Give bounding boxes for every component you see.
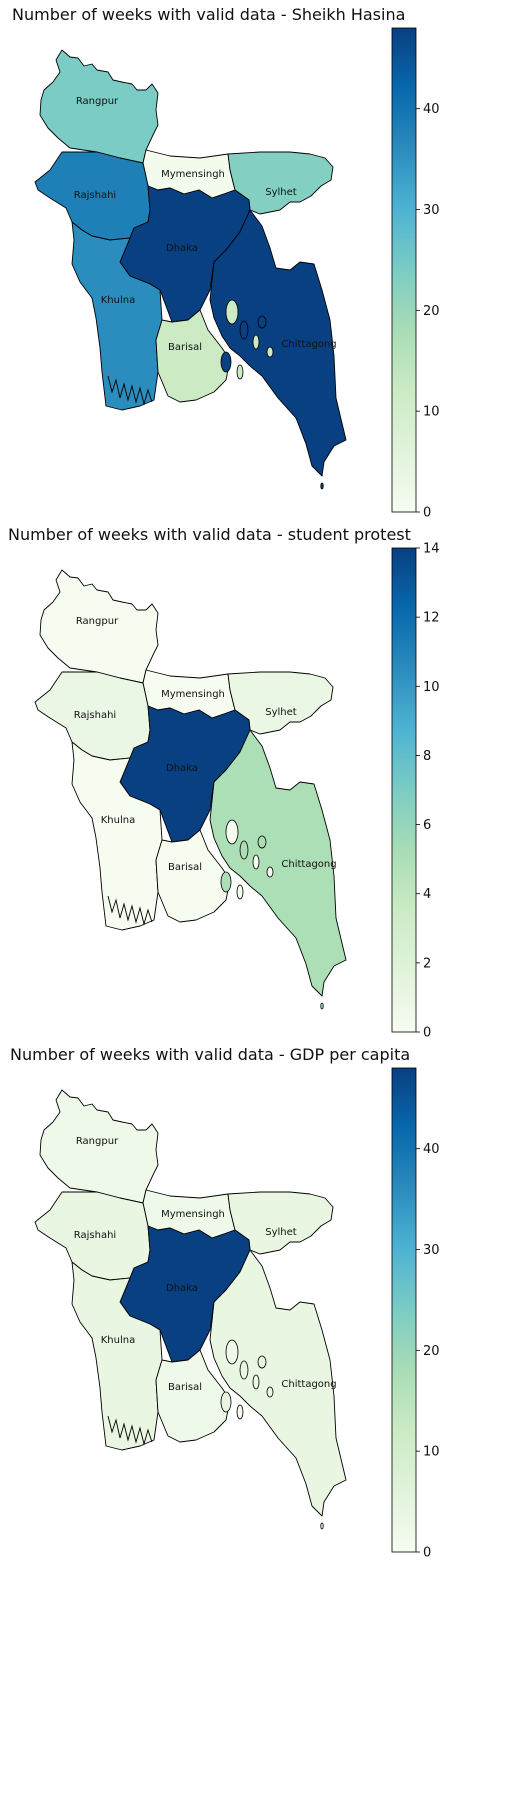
- region-label-sylhet: Sylhet: [265, 187, 297, 198]
- colorbar-tick-label: 0: [423, 1026, 431, 1041]
- region-label-barisal: Barisal: [168, 862, 202, 873]
- region-label-rajshahi: Rajshahi: [74, 710, 116, 721]
- region-label-dhaka: Dhaka: [166, 763, 198, 774]
- region-label-rangpur: Rangpur: [76, 1136, 119, 1147]
- colorbar-tick-label: 12: [423, 611, 440, 626]
- region-khulna[interactable]: [71, 741, 163, 931]
- colorbar-tick-label: 40: [423, 102, 440, 117]
- colorbar-tick-label: 6: [423, 818, 431, 833]
- colorbar-tick-label: 30: [423, 203, 440, 218]
- region-label-khulna: Khulna: [101, 815, 135, 826]
- island-shape: [220, 351, 232, 373]
- colorbar-tick-label: 0: [423, 506, 431, 521]
- island-shape: [239, 320, 249, 340]
- colorbar: [391, 1067, 417, 1553]
- region-label-dhaka: Dhaka: [166, 1283, 198, 1294]
- region-label-rangpur: Rangpur: [76, 96, 119, 107]
- island-shape: [239, 840, 249, 860]
- island-shape: [252, 854, 260, 870]
- island-shape: [236, 884, 244, 900]
- colorbar-tick-label: 8: [423, 749, 431, 764]
- region-barisal[interactable]: [155, 309, 231, 403]
- colorbar-tick-label: 30: [423, 1243, 440, 1258]
- map-panel-3: Number of weeks with valid data - GDP pe…: [10, 1045, 440, 1561]
- region-label-sylhet: Sylhet: [265, 1227, 297, 1238]
- colorbar-tick-label: 20: [423, 1344, 440, 1359]
- coastline-detail: [107, 895, 153, 926]
- region-chittagong[interactable]: [209, 1249, 347, 1517]
- colorbar-tick-label: 0: [423, 1546, 431, 1561]
- island-shape: [252, 334, 260, 350]
- region-label-khulna: Khulna: [101, 1335, 135, 1346]
- region-label-rajshahi: Rajshahi: [74, 190, 116, 201]
- region-rangpur[interactable]: [39, 569, 159, 684]
- island-shape: [236, 364, 244, 380]
- colorbar-tick-label: 20: [423, 304, 440, 319]
- region-label-rangpur: Rangpur: [76, 616, 119, 627]
- region-label-barisal: Barisal: [168, 342, 202, 353]
- colorbar-tick-label: 2: [423, 956, 431, 971]
- region-khulna[interactable]: [71, 221, 163, 411]
- region-label-khulna: Khulna: [101, 295, 135, 306]
- panel-title: Number of weeks with valid data - Sheikh…: [12, 5, 405, 24]
- island-shape: [257, 835, 267, 849]
- colorbar-tick-label: 10: [423, 1445, 440, 1460]
- colorbar: [391, 27, 417, 513]
- region-barisal[interactable]: [155, 1349, 231, 1443]
- region-chittagong[interactable]: [209, 209, 347, 477]
- colorbar-tick-label: 10: [423, 405, 440, 420]
- region-chittagong[interactable]: [209, 729, 347, 997]
- island-shape: [320, 1522, 324, 1530]
- island-shape: [225, 299, 239, 325]
- island-shape: [257, 1355, 267, 1369]
- region-label-rajshahi: Rajshahi: [74, 1230, 116, 1241]
- region-label-dhaka: Dhaka: [166, 243, 198, 254]
- island-shape: [239, 1360, 249, 1380]
- island-shape: [320, 482, 324, 490]
- region-label-chittagong: Chittagong: [281, 339, 336, 350]
- map-panel-2: Number of weeks with valid data - studen…: [8, 525, 440, 1041]
- island-shape: [320, 1002, 324, 1010]
- panel-title: Number of weeks with valid data - GDP pe…: [10, 1045, 410, 1064]
- colorbar: [391, 547, 417, 1033]
- island-shape: [236, 1404, 244, 1420]
- island-shape: [266, 1386, 274, 1398]
- island-shape: [257, 315, 267, 329]
- coastline-detail: [107, 1415, 153, 1446]
- region-label-mymensingh: Mymensingh: [161, 1209, 225, 1220]
- region-label-chittagong: Chittagong: [281, 1379, 336, 1390]
- region-label-chittagong: Chittagong: [281, 859, 336, 870]
- island-shape: [220, 871, 232, 893]
- colorbar-tick-label: 10: [423, 680, 440, 695]
- colorbar-tick-label: 40: [423, 1142, 440, 1157]
- coastline-detail: [107, 375, 153, 406]
- region-rangpur[interactable]: [39, 49, 159, 164]
- region-label-mymensingh: Mymensingh: [161, 689, 225, 700]
- panel-title: Number of weeks with valid data - studen…: [8, 525, 411, 544]
- island-shape: [266, 346, 274, 358]
- region-label-sylhet: Sylhet: [265, 707, 297, 718]
- colorbar-tick-label: 14: [423, 542, 440, 557]
- island-shape: [266, 866, 274, 878]
- island-shape: [252, 1374, 260, 1390]
- island-shape: [220, 1391, 232, 1413]
- island-shape: [225, 819, 239, 845]
- region-label-barisal: Barisal: [168, 1382, 202, 1393]
- island-shape: [225, 1339, 239, 1365]
- region-rangpur[interactable]: [39, 1089, 159, 1204]
- map-panel-1: Number of weeks with valid data - Sheikh…: [12, 5, 440, 521]
- region-khulna[interactable]: [71, 1261, 163, 1451]
- region-barisal[interactable]: [155, 829, 231, 923]
- region-label-mymensingh: Mymensingh: [161, 169, 225, 180]
- colorbar-tick-label: 4: [423, 887, 431, 902]
